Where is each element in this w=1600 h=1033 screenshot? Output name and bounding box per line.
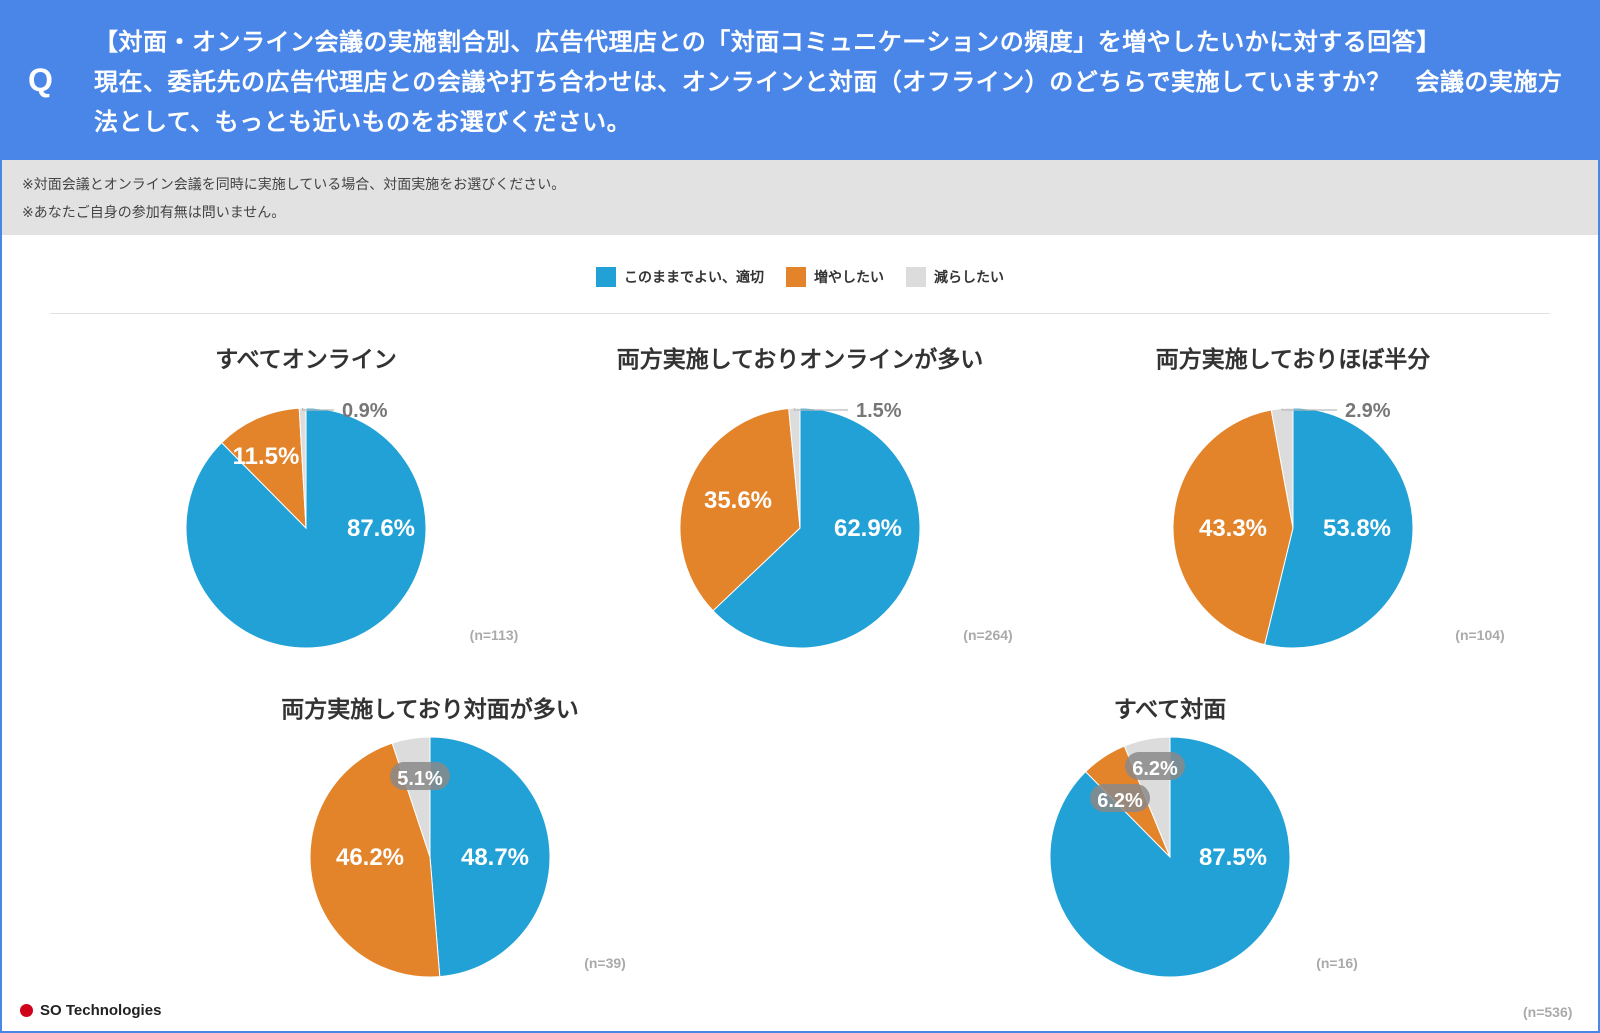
question-header: Q 【対面・オンライン会議の実施割合別、広告代理店との「対面コミュニケーションの… xyxy=(0,0,1600,160)
pie-label-all-offline-keep: 87.5% xyxy=(1199,844,1267,871)
company-logo: SO Technologies xyxy=(20,1002,161,1019)
chart-title-all-online: すべてオンライン xyxy=(215,347,397,373)
legend-swatch-keep xyxy=(596,267,616,287)
legend-label-increase: 増やしたい xyxy=(814,270,884,286)
pie-slice-half-keep xyxy=(1264,407,1414,649)
legend-swatch-increase xyxy=(786,267,806,287)
chart-title-mostly-offline: 両方実施しており対面が多い xyxy=(281,697,579,723)
pie-label-bg-all-offline-decrease xyxy=(1125,752,1185,780)
pie-label-all-online-increase: 11.5% xyxy=(233,443,300,470)
pie-label-all-offline-decrease: 6.2% xyxy=(1132,758,1178,780)
pie-label-mostly-offline-keep: 48.7% xyxy=(461,844,529,871)
notes-box: ※対面会議とオンライン会議を同時に実施している場合、対面実施をお選びください。 … xyxy=(2,160,1598,235)
sample-size-half: (n=104) xyxy=(1455,627,1504,643)
chart-title-all-offline: すべて対面 xyxy=(1113,697,1227,723)
pie-label-all-offline-increase: 6.2% xyxy=(1097,790,1143,812)
pie-label-bg-all-offline-increase xyxy=(1090,784,1150,812)
callout-line-half xyxy=(1281,408,1337,411)
pie-label-mostly-offline-decrease: 5.1% xyxy=(397,768,443,790)
pie-label-mostly-online-increase: 35.6% xyxy=(704,487,772,514)
pie-slice-all-online-increase xyxy=(220,407,307,530)
legend-item-decrease: 減らしたい xyxy=(906,266,1004,288)
legend-divider xyxy=(50,313,1550,314)
pie-label-mostly-online-decrease: 1.5% xyxy=(856,400,902,422)
pie-slice-mostly-online-keep xyxy=(712,407,921,649)
callout-line-mostly-online xyxy=(793,408,848,411)
legend-swatch-decrease xyxy=(906,267,926,287)
legend: このままでよい、適切 増やしたい 減らしたい xyxy=(0,266,1600,288)
sample-size-mostly-offline: (n=39) xyxy=(584,955,626,971)
legend-label-decrease: 減らしたい xyxy=(934,270,1004,286)
chart-title-half: 両方実施しておりほぼ半分 xyxy=(1155,347,1431,373)
pie-label-all-online-decrease: 0.9% xyxy=(342,400,388,422)
legend-item-increase: 増やしたい xyxy=(786,266,884,288)
chart-title-mostly-online: 両方実施しておりオンラインが多い xyxy=(616,347,984,373)
pie-slice-mostly-offline-keep xyxy=(429,736,551,978)
q-mark: Q xyxy=(28,62,53,98)
pie-slice-mostly-offline-increase xyxy=(309,742,441,978)
sample-size-all-offline: (n=16) xyxy=(1316,955,1358,971)
callout-line-all-online xyxy=(302,408,334,411)
pie-label-mostly-offline-increase: 46.2% xyxy=(336,844,404,871)
pie-slice-mostly-online-increase xyxy=(679,407,801,612)
pie-label-bg-mostly-offline-decrease xyxy=(390,762,450,790)
pie-label-half-increase: 43.3% xyxy=(1199,515,1267,542)
pie-slice-half-increase xyxy=(1172,409,1294,646)
sample-size-mostly-online: (n=264) xyxy=(963,627,1012,643)
legend-label-keep: このままでよい、適切 xyxy=(624,270,764,286)
note-2: ※あなたご自身の参加有無は問いません。 xyxy=(22,205,286,221)
question-text: 【対面・オンライン会議の実施割合別、広告代理店との「対面コミュニケーションの頻度… xyxy=(94,22,1564,142)
total-sample-size: (n=536) xyxy=(1523,1004,1573,1020)
note-1: ※対面会議とオンライン会議を同時に実施している場合、対面実施をお選びください。 xyxy=(22,177,566,193)
legend-item-keep: このままでよい、適切 xyxy=(596,266,764,288)
pie-label-half-decrease: 2.9% xyxy=(1345,400,1391,422)
pie-label-all-online-keep: 87.6% xyxy=(347,515,415,542)
sample-size-all-online: (n=113) xyxy=(470,627,519,643)
pie-label-half-keep: 53.8% xyxy=(1323,515,1391,542)
logo-text: SO Technologies xyxy=(40,1002,162,1019)
question-body: 現在、委託先の広告代理店との会議や打ち合わせは、オンラインと対面（オフライン）の… xyxy=(94,68,1563,136)
logo-dot-icon xyxy=(20,1004,33,1017)
question-title: 【対面・オンライン会議の実施割合別、広告代理店との「対面コミュニケーションの頻度… xyxy=(94,28,1441,56)
pie-label-mostly-online-keep: 62.9% xyxy=(834,515,902,542)
